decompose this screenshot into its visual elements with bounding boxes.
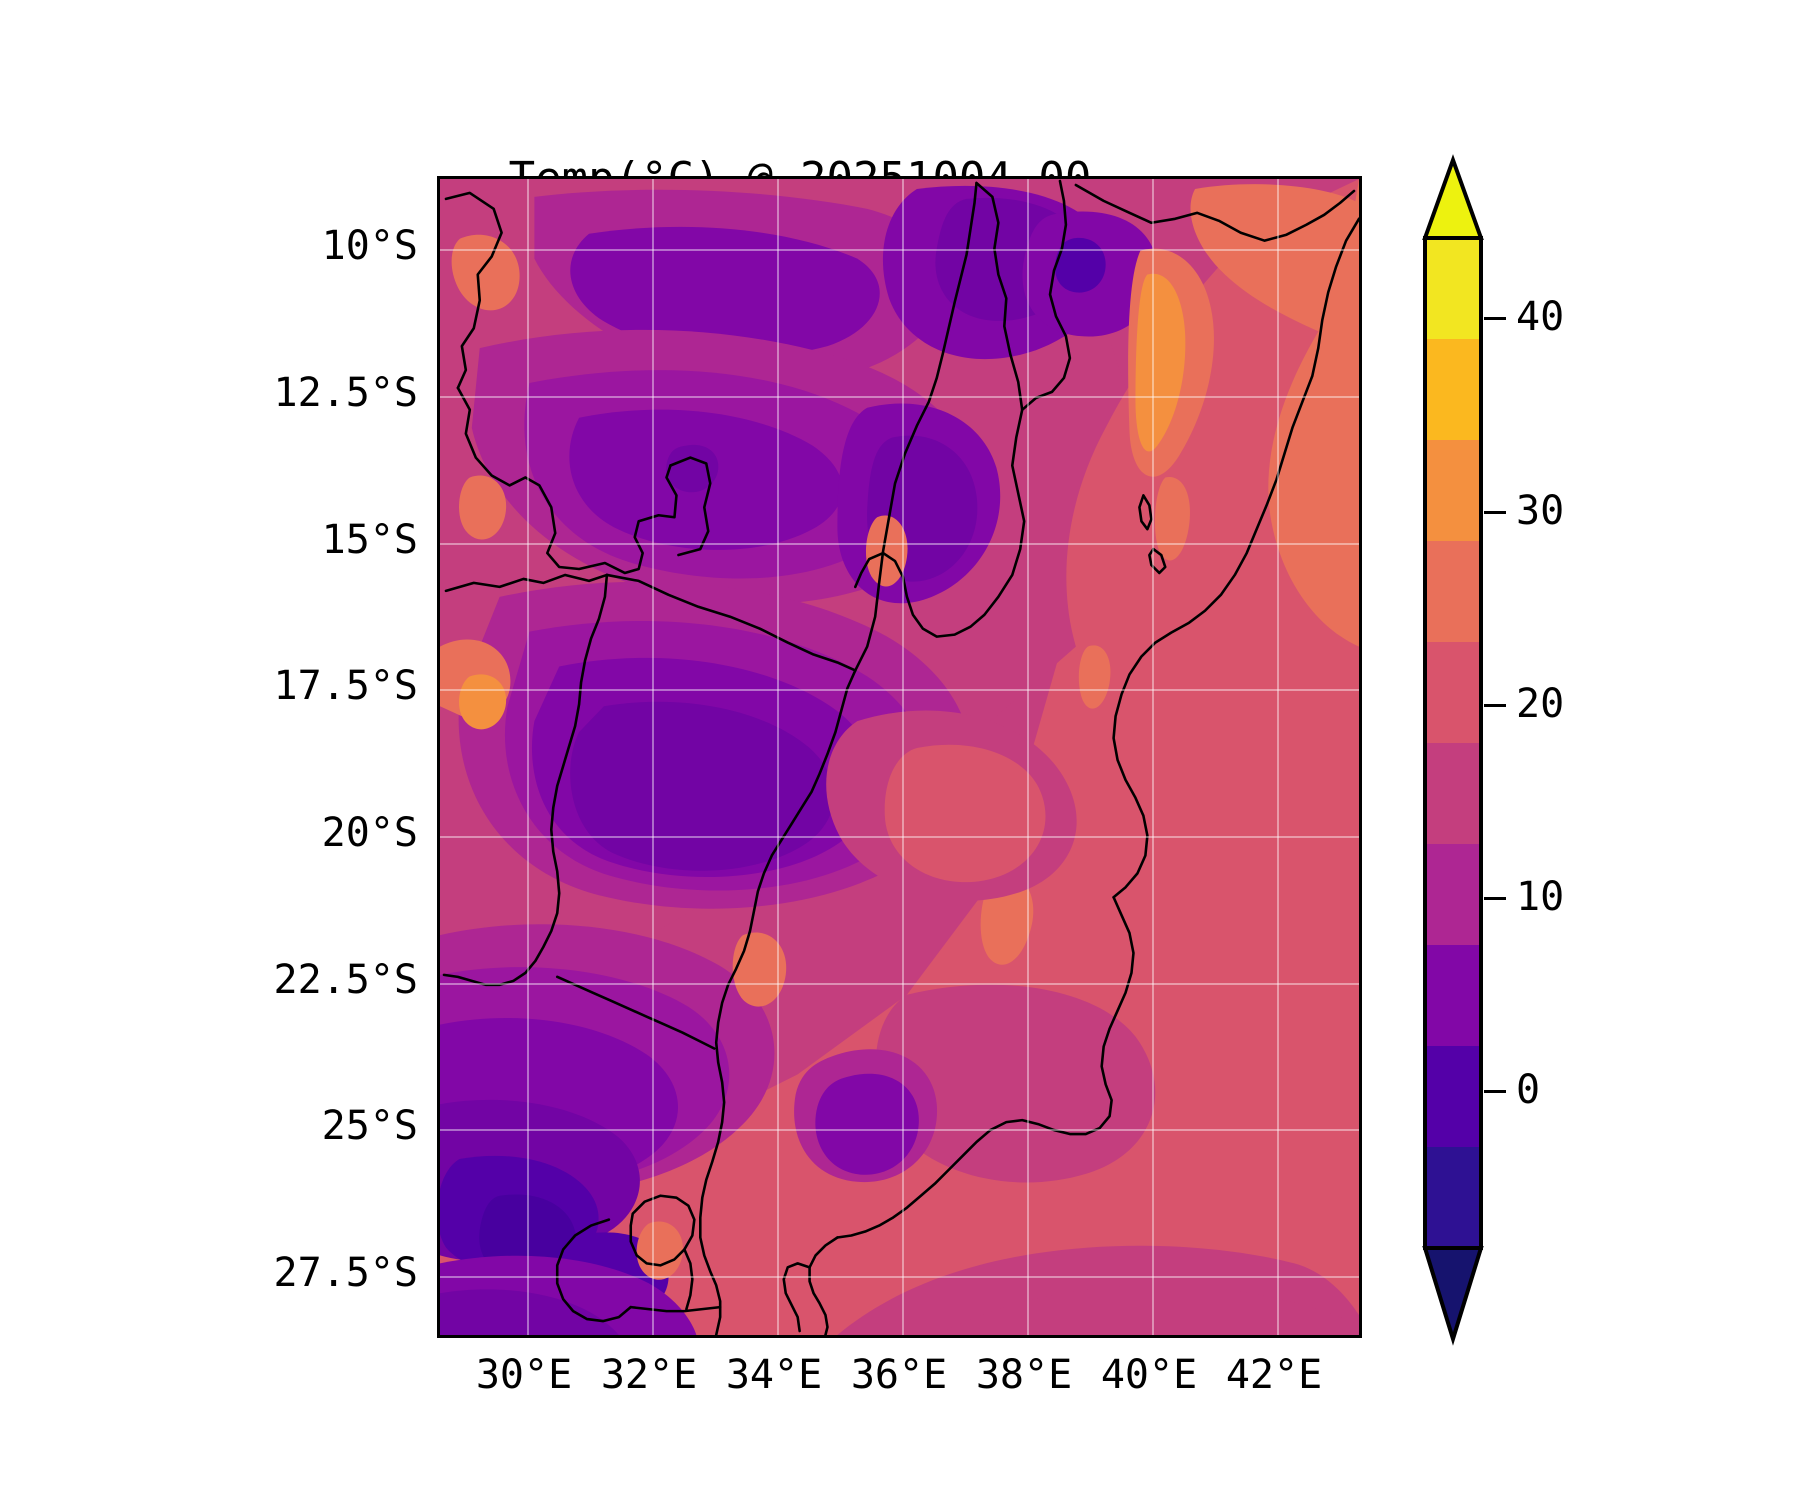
colorbar-tick-label-40: 40 [1516, 294, 1565, 340]
gridline-lat-20 [440, 836, 1359, 838]
gridline-lat-15 [440, 543, 1359, 545]
ytick-label-25S: 25°S [321, 1103, 418, 1149]
xtick-label-38E: 38°E [975, 1352, 1073, 1398]
ytick-label-12-5S: 12.5°S [273, 370, 419, 416]
gridline-lon-36 [902, 179, 904, 1335]
colorbar-tick-label-30: 30 [1516, 488, 1565, 534]
gridline-lat-25 [440, 1129, 1359, 1131]
ytick-label-17-5S: 17.5°S [273, 663, 419, 709]
xtick-label-32E: 32°E [600, 1352, 698, 1398]
gridline-lon-32 [652, 179, 654, 1335]
gridline-lon-34 [777, 179, 779, 1335]
gridline-lat-17-5 [440, 689, 1359, 691]
gridline-lon-30 [527, 179, 529, 1335]
colorbar-gradient [1422, 154, 1484, 1346]
xtick-label-30E: 30°E [475, 1352, 573, 1398]
xtick-label-36E: 36°E [850, 1352, 948, 1398]
ytick-label-10S: 10°S [321, 223, 418, 269]
colorbar-tick-mark-30 [1484, 511, 1506, 514]
gridline-lon-38 [1027, 179, 1029, 1335]
colorbar-tick-mark-20 [1484, 704, 1506, 707]
xtick-label-40E: 40°E [1100, 1352, 1198, 1398]
gridline-lat-10 [440, 249, 1359, 251]
ytick-label-20S: 20°S [321, 810, 418, 856]
ytick-label-15S: 15°S [321, 517, 418, 563]
colorbar [1422, 154, 1484, 1346]
ytick-label-22-5S: 22.5°S [273, 957, 419, 1003]
colorbar-tick-mark-0 [1484, 1090, 1506, 1093]
gridline-lat-12-5 [440, 396, 1359, 398]
xtick-label-42E: 42°E [1225, 1352, 1323, 1398]
colorbar-tick-label-20: 20 [1516, 681, 1565, 727]
colorbar-tick-label-0: 0 [1516, 1067, 1541, 1113]
map-axes [437, 176, 1362, 1338]
colorbar-tick-mark-40 [1484, 317, 1506, 320]
ytick-label-27-5S: 27.5°S [273, 1250, 419, 1296]
gridline-lon-40 [1152, 179, 1154, 1335]
xtick-label-34E: 34°E [725, 1352, 823, 1398]
gridline-lat-27-5 [440, 1276, 1359, 1278]
temperature-field [440, 179, 1359, 1335]
gridline-lat-22-5 [440, 983, 1359, 985]
gridline-lon-42 [1277, 179, 1279, 1335]
colorbar-tick-mark-10 [1484, 897, 1506, 900]
colorbar-tick-label-10: 10 [1516, 874, 1565, 920]
